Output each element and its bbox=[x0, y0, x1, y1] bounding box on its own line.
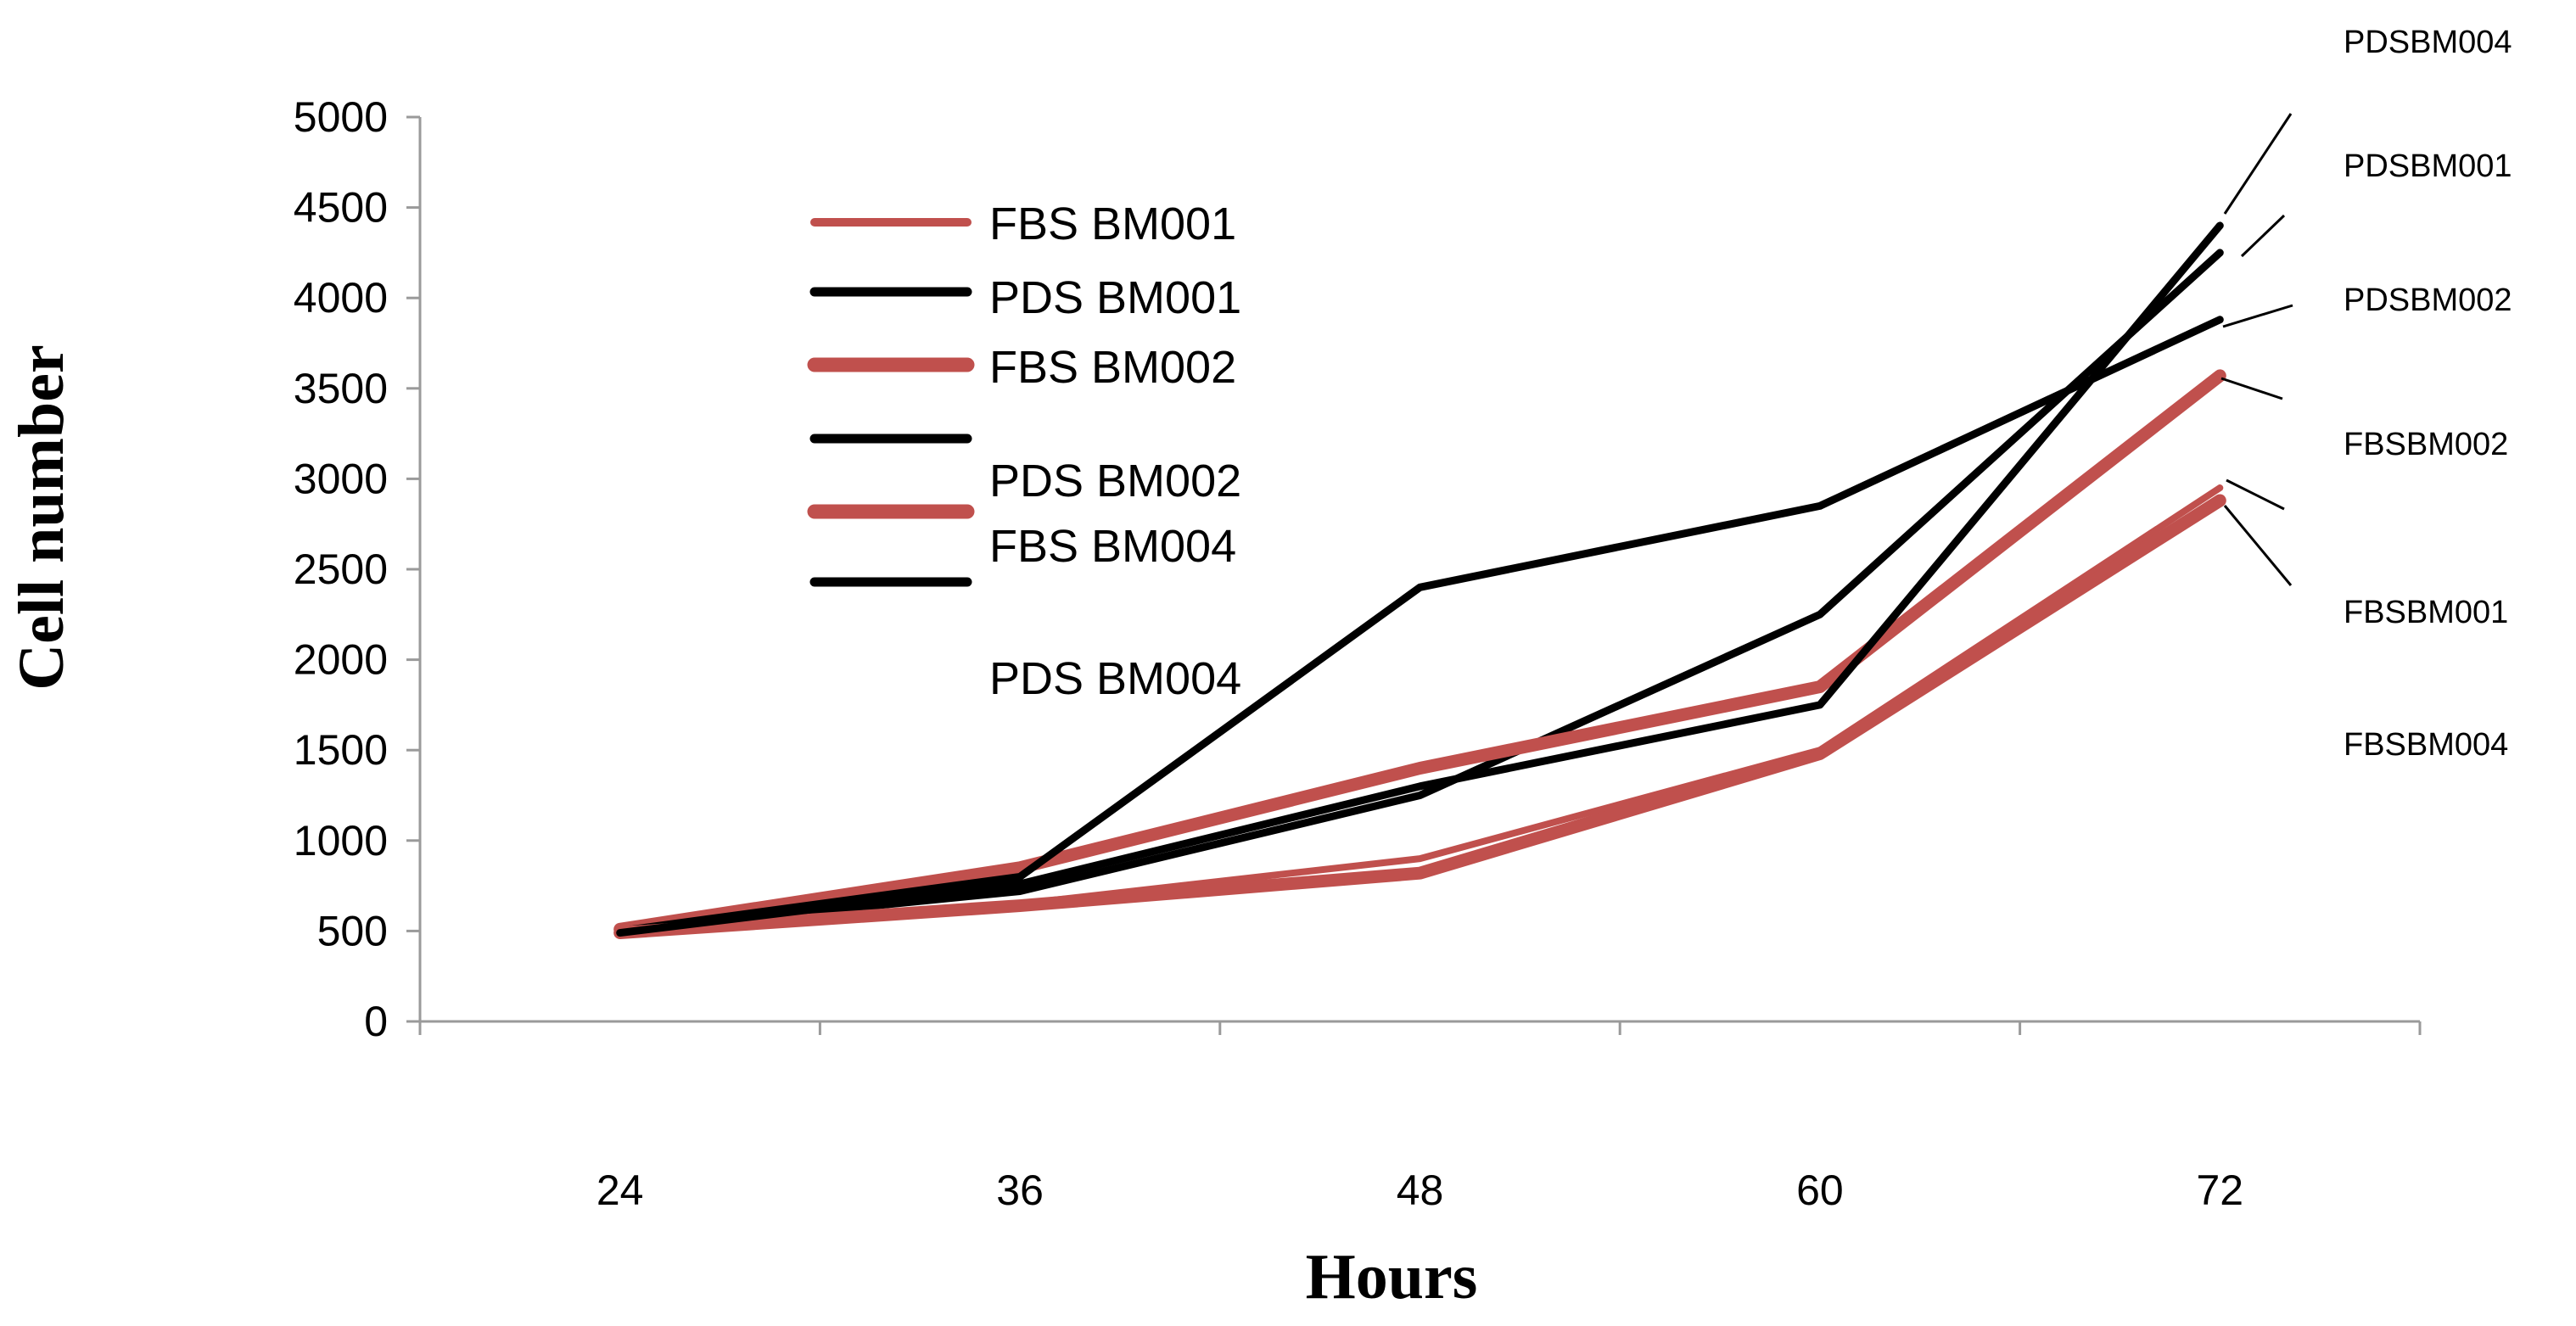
y-tick-label: 5000 bbox=[294, 93, 388, 141]
legend-label: PDS BM002 bbox=[989, 456, 1241, 506]
legend-label: FBS BM001 bbox=[989, 199, 1236, 249]
y-tick-label: 2500 bbox=[294, 546, 388, 593]
x-tick-label: 72 bbox=[2196, 1167, 2243, 1214]
series-line-pds-bm002 bbox=[616, 316, 2224, 935]
x-tick-label: 36 bbox=[996, 1167, 1044, 1214]
legend-label: PDS BM004 bbox=[989, 653, 1241, 704]
series-end-label: PDSBM004 bbox=[2344, 25, 2512, 60]
axes-layer: 0 500 1000 1500 2000 2500 3000 3500 4000 4500 5000… bbox=[294, 93, 2422, 1214]
end-label-leader bbox=[2226, 478, 2285, 511]
y-axis-title: Cell number bbox=[6, 344, 77, 690]
x-tick-label: 60 bbox=[1796, 1167, 1844, 1214]
series-line-fbs-bm004 bbox=[613, 494, 2226, 940]
end-labels: PDSBM004 PDSBM001 PDSBM002 FBSBM002 FBSBM001… bbox=[2220, 25, 2512, 763]
y-tick-label: 1500 bbox=[294, 726, 388, 774]
y-tick-label: 4000 bbox=[294, 274, 388, 322]
y-tick-label: 4500 bbox=[294, 184, 388, 232]
series-end-label: PDSBM001 bbox=[2344, 148, 2512, 184]
y-tick-label: 1000 bbox=[294, 817, 388, 864]
end-label-leader bbox=[2223, 505, 2293, 586]
y-tick-label: 0 bbox=[364, 998, 388, 1045]
series-end-label: FBSBM002 bbox=[2344, 427, 2508, 462]
end-label-leader bbox=[2223, 113, 2293, 215]
x-tick-label: 24 bbox=[596, 1167, 644, 1214]
series-line-pds-bm004 bbox=[616, 221, 2224, 937]
series-layer bbox=[613, 221, 2226, 940]
series-line-pds-bm001 bbox=[616, 249, 2224, 935]
x-tick-label: 48 bbox=[1397, 1167, 1444, 1214]
legend-label: PDS BM001 bbox=[989, 272, 1241, 323]
x-axis-title: Hours bbox=[1306, 1241, 1478, 1312]
end-label-leader bbox=[2240, 214, 2286, 258]
y-tick-label: 3500 bbox=[294, 365, 388, 412]
end-label-leader bbox=[2220, 377, 2283, 400]
series-end-label: PDSBM002 bbox=[2344, 283, 2512, 318]
legend-label: FBS BM002 bbox=[989, 342, 1236, 393]
series-end-label: FBSBM004 bbox=[2344, 727, 2508, 763]
end-label-leader bbox=[2222, 304, 2293, 328]
legend-label: FBS BM004 bbox=[989, 521, 1236, 572]
y-tick-label: 500 bbox=[317, 907, 388, 954]
series-end-label: FBSBM001 bbox=[2344, 595, 2508, 630]
y-tick-label: 2000 bbox=[294, 636, 388, 684]
y-tick-label: 3000 bbox=[294, 455, 388, 502]
series-line-fbs-bm002 bbox=[613, 369, 2226, 936]
legend: FBS BM001 PDS BM001 FBS BM002 PDS BM002 FBS … bbox=[807, 199, 1241, 704]
